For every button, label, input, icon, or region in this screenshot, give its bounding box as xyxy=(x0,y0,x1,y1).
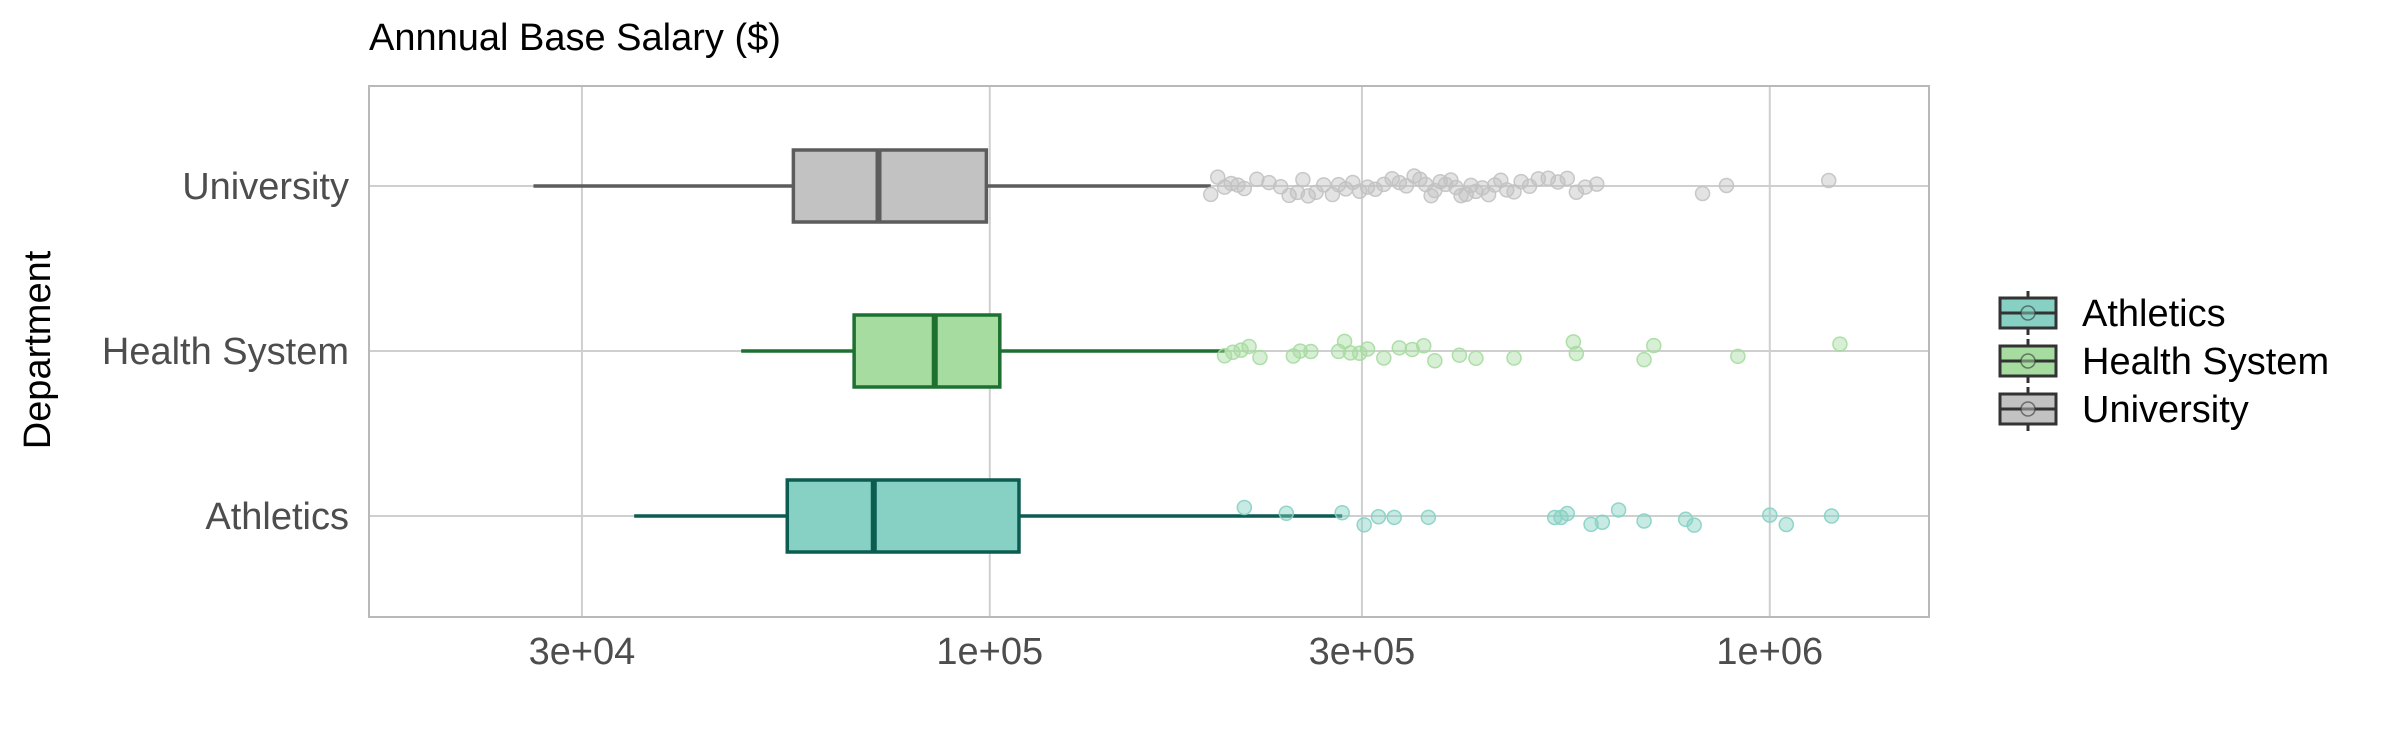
outlier-point xyxy=(1281,187,1297,204)
x-tick-label: 3e+05 xyxy=(1309,631,1416,673)
outlier-point xyxy=(1550,174,1566,190)
outlier-point xyxy=(1820,172,1837,189)
legend-label: University xyxy=(2082,389,2249,431)
outlier-point xyxy=(1351,345,1368,361)
outlier-point xyxy=(1730,348,1746,365)
outlier-point xyxy=(1303,343,1319,360)
outlier-point xyxy=(1565,334,1582,350)
panel-border xyxy=(368,85,1930,618)
outlier-point xyxy=(1334,504,1350,521)
y-tick-label: Health System xyxy=(102,331,349,373)
outlier-point xyxy=(1577,179,1594,195)
outlier-point xyxy=(1370,509,1387,525)
x-tick-labels: 3e+04 1e+05 3e+05 1e+06 xyxy=(529,631,1824,673)
outlier-point xyxy=(1762,507,1778,523)
outlier-point xyxy=(1236,499,1253,516)
y-axis-label: Department xyxy=(17,250,59,449)
outlier-point xyxy=(1451,347,1468,363)
outlier-point xyxy=(1376,350,1392,366)
legend-point xyxy=(2020,305,2036,321)
outlier-point xyxy=(1646,337,1662,354)
y-tick-label: University xyxy=(182,166,349,208)
outlier-point xyxy=(1203,186,1219,203)
outlier-point xyxy=(1236,180,1253,197)
data-marks xyxy=(533,148,1848,554)
outlier-point xyxy=(1832,336,1848,352)
outlier-point xyxy=(1559,505,1576,522)
outlier-point xyxy=(1778,516,1795,533)
outlier-point xyxy=(1295,171,1311,188)
outlier-point xyxy=(1718,177,1735,194)
legend-point xyxy=(2020,353,2036,369)
outlier-point xyxy=(1540,170,1557,187)
legend-item: University xyxy=(1998,387,2249,431)
outlier-point xyxy=(1249,171,1265,188)
iqr-box xyxy=(791,148,989,224)
outlier-point xyxy=(1568,184,1585,200)
legend-label: Athletics xyxy=(2082,293,2226,335)
outlier-point xyxy=(1391,340,1408,356)
outlier-point xyxy=(1568,345,1585,362)
legend-label: Health System xyxy=(2082,341,2329,383)
outlier-point xyxy=(1420,509,1437,526)
outlier-point xyxy=(1583,516,1599,533)
outlier-point xyxy=(1513,173,1529,190)
box-group xyxy=(533,148,1837,224)
legend: Athletics Health System University xyxy=(1998,291,2329,431)
outlier-point xyxy=(1610,502,1627,518)
legend-point xyxy=(2020,401,2036,417)
outlier-point xyxy=(1384,170,1400,187)
plot-panel xyxy=(368,85,1930,618)
iqr-box xyxy=(785,478,1021,554)
outlier-point xyxy=(1823,508,1840,524)
outlier-point xyxy=(1427,352,1443,369)
outlier-point xyxy=(1588,176,1605,192)
outlier-point xyxy=(1351,183,1368,199)
outlier-point xyxy=(1241,338,1257,355)
legend-item: Athletics xyxy=(1998,291,2226,335)
outlier-point xyxy=(1404,341,1420,358)
outlier-point xyxy=(1292,343,1308,359)
outlier-point xyxy=(1677,511,1694,528)
x-tick-label: 1e+06 xyxy=(1716,631,1823,673)
x-tick-label: 3e+04 xyxy=(529,631,636,673)
y-tick-label: Athletics xyxy=(205,496,349,538)
iqr-box xyxy=(852,313,1002,389)
outlier-point xyxy=(1356,517,1372,533)
outlier-point xyxy=(1252,349,1268,366)
box-group xyxy=(634,478,1840,554)
outlier-point xyxy=(1506,350,1522,366)
outlier-point xyxy=(1559,170,1576,187)
outlier-point xyxy=(1468,350,1484,367)
outlier-point xyxy=(1216,348,1233,364)
outlier-point xyxy=(1694,185,1711,202)
outlier-point xyxy=(1636,513,1652,529)
outlier-point xyxy=(1359,341,1376,357)
outlier-point xyxy=(1300,188,1316,204)
outlier-point xyxy=(1315,177,1332,193)
chart-title: Annnual Base Salary ($) xyxy=(369,17,781,59)
outlier-point xyxy=(1594,514,1611,530)
outlier-point xyxy=(1386,509,1402,526)
outlier-point xyxy=(1376,176,1392,193)
box-group xyxy=(741,313,1848,389)
outlier-point xyxy=(1686,517,1702,533)
legend-item: Health System xyxy=(1998,339,2329,383)
outlier-point xyxy=(1278,505,1295,522)
y-tick-labels: University Health System Athletics xyxy=(102,166,349,538)
outlier-point xyxy=(1636,351,1652,368)
outlier-point xyxy=(1233,342,1249,358)
outlier-point xyxy=(1415,338,1432,354)
x-tick-label: 1e+05 xyxy=(936,631,1043,673)
outlier-point xyxy=(1367,181,1383,197)
